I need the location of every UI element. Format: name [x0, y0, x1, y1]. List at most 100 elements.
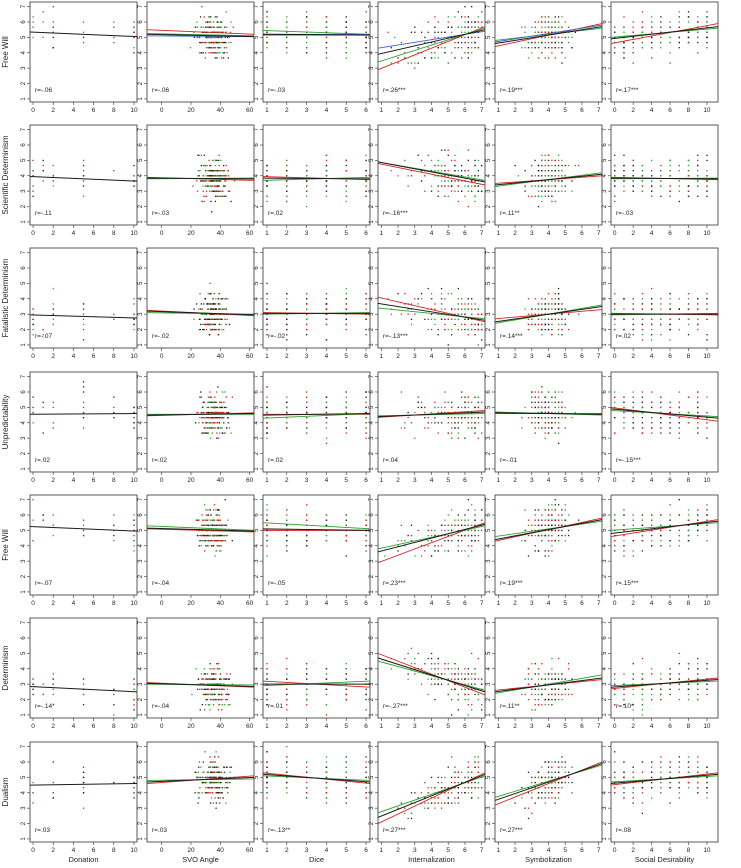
- data-point: [623, 180, 625, 182]
- data-point: [464, 406, 466, 409]
- data-point: [474, 328, 476, 331]
- data-point: [222, 411, 225, 414]
- panel-frame: [262, 494, 371, 596]
- data-point: [42, 519, 44, 521]
- data-point: [208, 334, 210, 336]
- data-point: [201, 323, 204, 326]
- y-tick-label: 4: [21, 173, 27, 177]
- data-point: [203, 323, 205, 326]
- data-point: [82, 21, 85, 23]
- data-point: [457, 11, 459, 13]
- data-point: [266, 386, 268, 388]
- y-tick-label: 6: [486, 143, 492, 147]
- data-point: [266, 293, 268, 295]
- data-point: [113, 41, 115, 44]
- data-point: [464, 41, 466, 44]
- panel-frame: [146, 1, 255, 103]
- data-point: [305, 334, 308, 336]
- data-point: [345, 170, 347, 172]
- data-point: [209, 519, 211, 521]
- data-point: [687, 11, 690, 13]
- data-point: [434, 175, 436, 177]
- data-point: [397, 62, 399, 64]
- data-point: [464, 396, 466, 398]
- data-point: [214, 318, 216, 320]
- data-point: [551, 52, 553, 54]
- data-point: [544, 41, 546, 44]
- data-point: [286, 334, 288, 336]
- data-point: [214, 555, 216, 557]
- data-point: [204, 41, 206, 44]
- x-tick-label: 5: [446, 477, 450, 484]
- data-point: [450, 334, 453, 336]
- data-point: [623, 185, 625, 187]
- data-point: [325, 190, 328, 192]
- y-tick-label: 5: [254, 528, 260, 532]
- x-tick-label: 8: [687, 230, 691, 237]
- data-point: [669, 323, 671, 326]
- data-point: [32, 519, 34, 521]
- data-point: [404, 293, 406, 295]
- data-point: [82, 36, 85, 39]
- data-point: [660, 41, 662, 44]
- data-point: [623, 396, 625, 398]
- data-point: [209, 16, 212, 18]
- y-tick-label: 4: [602, 173, 608, 177]
- data-point: [214, 16, 216, 18]
- data-point: [424, 427, 426, 429]
- data-point: [554, 180, 556, 182]
- data-point: [202, 401, 205, 403]
- data-point: [551, 422, 553, 424]
- y-tick-label: 1: [369, 220, 375, 224]
- data-point: [133, 545, 135, 547]
- data-point: [457, 328, 459, 331]
- data-point: [198, 52, 201, 54]
- data-point: [650, 31, 653, 33]
- data-point: [32, 411, 34, 414]
- x-tick-label: 5: [344, 353, 348, 360]
- data-point: [420, 180, 423, 182]
- data-point: [215, 534, 217, 537]
- y-tick-label: 2: [486, 81, 492, 85]
- data-point: [706, 41, 708, 44]
- data-point: [440, 31, 443, 33]
- data-point: [207, 545, 209, 547]
- data-point: [424, 406, 426, 409]
- data-point: [467, 328, 469, 331]
- data-point: [390, 313, 393, 315]
- data-point: [614, 417, 616, 419]
- data-point: [325, 411, 328, 414]
- x-tick-label: 6: [463, 107, 467, 114]
- data-point: [407, 417, 409, 419]
- data-point: [554, 391, 556, 393]
- data-point: [551, 200, 553, 203]
- data-point: [534, 432, 536, 434]
- data-point: [228, 36, 230, 39]
- x-tick-label: 6: [364, 107, 368, 114]
- data-point: [541, 180, 543, 182]
- data-point: [537, 190, 540, 192]
- data-point: [614, 47, 616, 49]
- data-point: [82, 175, 85, 177]
- data-point: [82, 381, 85, 383]
- data-point: [614, 391, 616, 393]
- data-point: [325, 313, 328, 315]
- data-point: [208, 52, 210, 54]
- data-point: [527, 57, 530, 59]
- data-point: [687, 21, 690, 23]
- data-point: [52, 313, 54, 315]
- data-point: [218, 180, 220, 182]
- data-point: [228, 41, 230, 44]
- data-point: [199, 41, 201, 44]
- data-point: [390, 47, 393, 49]
- data-point: [286, 47, 288, 49]
- data-point: [205, 545, 207, 547]
- data-point: [632, 21, 634, 23]
- data-point: [203, 432, 205, 434]
- data-point: [215, 411, 218, 414]
- data-point: [474, 427, 476, 429]
- data-point: [537, 41, 540, 44]
- data-point: [227, 519, 229, 521]
- data-point: [678, 180, 680, 182]
- y-tick-label: 2: [21, 204, 27, 208]
